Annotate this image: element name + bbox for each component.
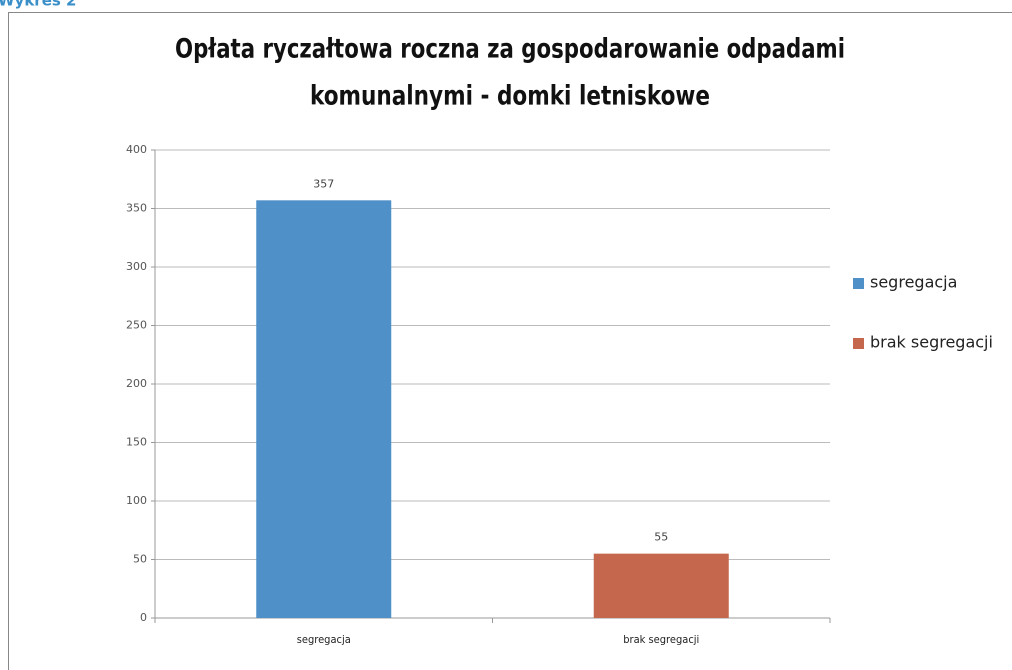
legend-swatch: [853, 338, 864, 349]
header: Wykres 2: [0, 0, 76, 10]
legend-label: segregacja: [870, 273, 957, 292]
chart-title: Opłata ryczałtowa roczna za gospodarowan…: [175, 34, 845, 65]
data-label: 55: [654, 531, 668, 544]
y-tick-label: 300: [126, 260, 147, 273]
bar: [593, 553, 729, 618]
y-tick-label: 350: [126, 202, 147, 215]
y-tick-label: 150: [126, 436, 147, 449]
bar: [256, 200, 392, 618]
x-tick-label: segregacja: [297, 633, 351, 646]
data-label: 357: [313, 177, 334, 190]
y-tick-label: 250: [126, 319, 147, 332]
y-tick-label: 50: [133, 553, 147, 566]
legend-label: brak segregacji: [870, 333, 993, 352]
chart-border: [8, 12, 1012, 670]
chart-title: komunalnymi - domki letniskowe: [310, 81, 710, 112]
legend-swatch: [853, 278, 864, 289]
y-tick-label: 100: [126, 494, 147, 507]
x-tick-label: brak segregacji: [623, 633, 699, 646]
y-tick-label: 0: [140, 611, 147, 624]
y-tick-label: 200: [126, 377, 147, 390]
y-tick-label: 400: [126, 143, 147, 156]
